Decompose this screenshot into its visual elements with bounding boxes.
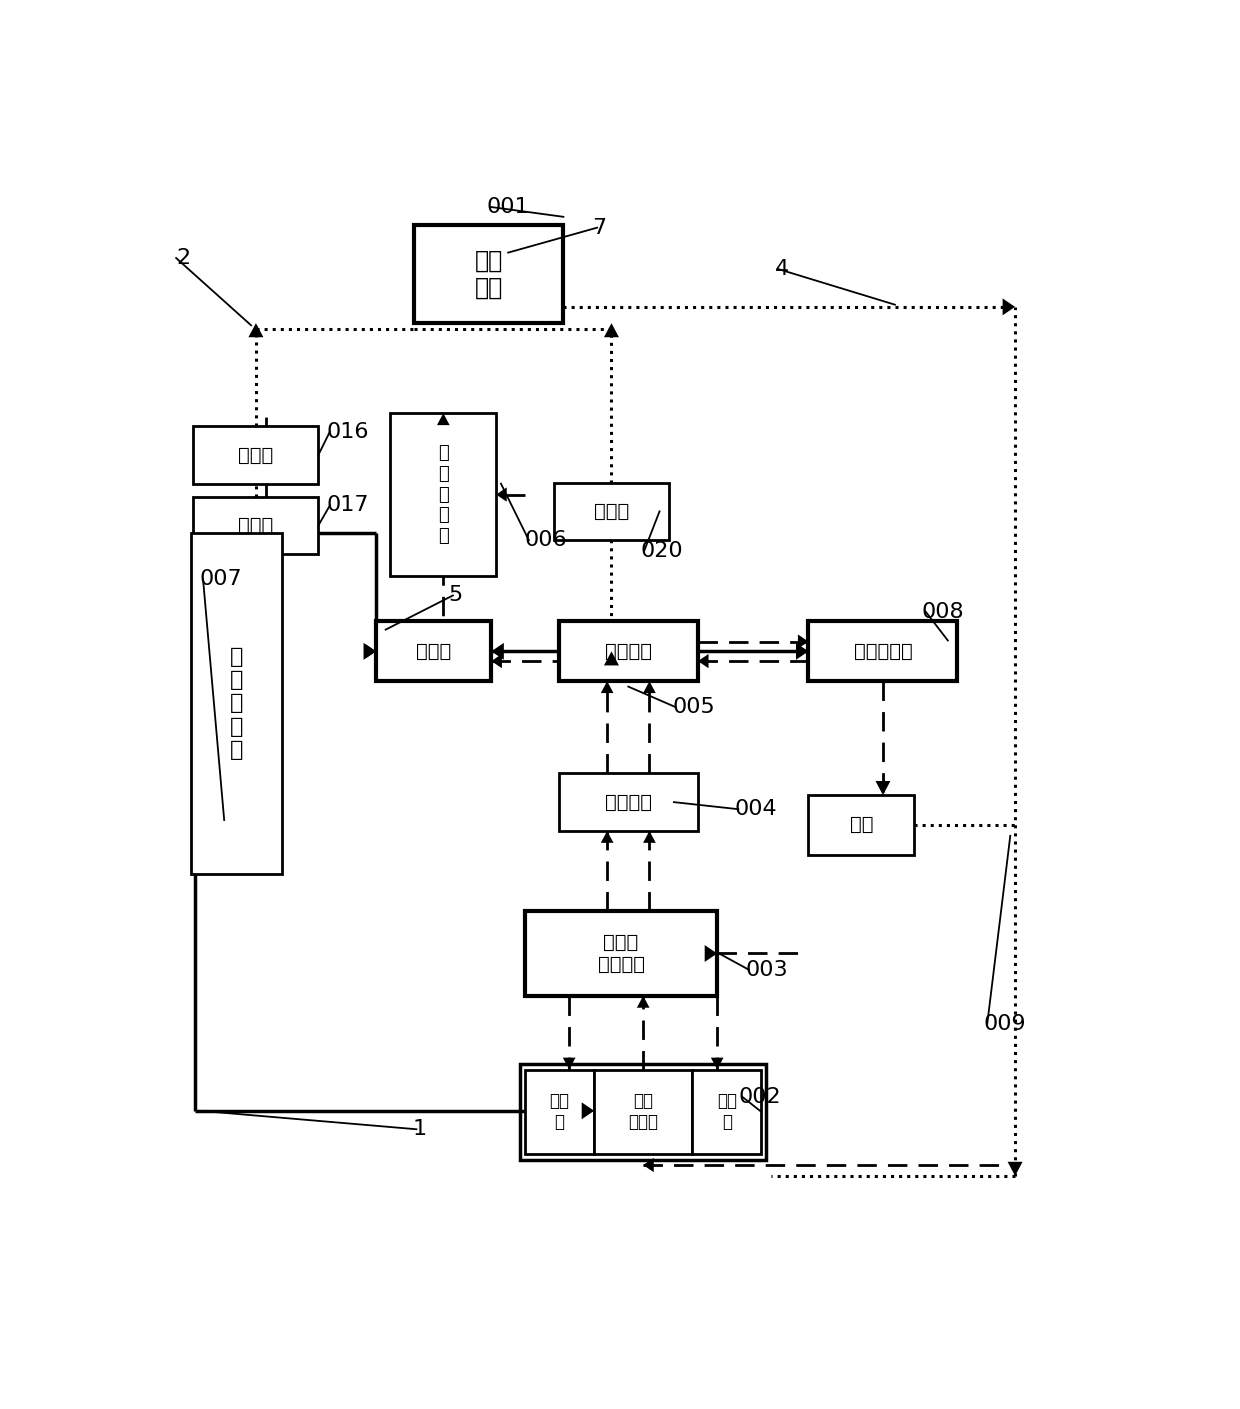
Text: 单向阀: 单向阀 <box>238 445 274 465</box>
FancyBboxPatch shape <box>376 621 491 681</box>
Text: 缸体水套: 缸体水套 <box>605 793 652 812</box>
Text: 暖风: 暖风 <box>849 816 873 834</box>
Polygon shape <box>563 1058 575 1069</box>
Text: 电子增压器: 电子增压器 <box>853 643 913 661</box>
FancyBboxPatch shape <box>558 621 698 681</box>
Polygon shape <box>366 644 376 658</box>
Text: 出水口: 出水口 <box>417 643 451 661</box>
FancyBboxPatch shape <box>414 225 563 323</box>
Text: 006: 006 <box>525 530 568 550</box>
Polygon shape <box>644 681 656 693</box>
Text: 002: 002 <box>738 1086 781 1106</box>
FancyBboxPatch shape <box>191 533 281 874</box>
Text: 020: 020 <box>640 541 683 561</box>
Polygon shape <box>1008 1162 1023 1177</box>
Text: 009: 009 <box>983 1014 1025 1034</box>
FancyBboxPatch shape <box>525 1069 594 1154</box>
Polygon shape <box>698 654 708 668</box>
Polygon shape <box>796 643 808 659</box>
Text: 节流阀: 节流阀 <box>594 502 629 521</box>
Text: 缸盖水套: 缸盖水套 <box>605 643 652 661</box>
Text: 机
油
冷
却
器: 机 油 冷 却 器 <box>438 444 449 545</box>
Text: 007: 007 <box>200 569 242 589</box>
Polygon shape <box>604 651 619 665</box>
Polygon shape <box>363 643 376 659</box>
Polygon shape <box>637 996 650 1007</box>
Polygon shape <box>797 634 808 648</box>
Polygon shape <box>875 781 890 795</box>
Polygon shape <box>248 323 263 337</box>
FancyBboxPatch shape <box>808 621 957 681</box>
FancyBboxPatch shape <box>558 774 698 831</box>
Text: 膨胀
水箱: 膨胀 水箱 <box>475 248 503 300</box>
Text: 016: 016 <box>326 421 368 441</box>
Polygon shape <box>644 1158 653 1172</box>
Polygon shape <box>582 1102 594 1119</box>
Text: 高
温
散
热
器: 高 温 散 热 器 <box>229 647 243 759</box>
Polygon shape <box>436 413 450 426</box>
Text: 005: 005 <box>672 697 714 717</box>
Polygon shape <box>644 831 656 843</box>
Polygon shape <box>496 488 507 502</box>
FancyBboxPatch shape <box>391 413 496 576</box>
Text: 副阀
门: 副阀 门 <box>717 1092 737 1131</box>
FancyBboxPatch shape <box>193 426 319 483</box>
FancyBboxPatch shape <box>525 912 717 996</box>
Polygon shape <box>711 1058 723 1069</box>
Polygon shape <box>491 643 503 659</box>
Text: 主阀
门: 主阀 门 <box>549 1092 569 1131</box>
FancyBboxPatch shape <box>808 795 914 855</box>
Text: 017: 017 <box>326 496 368 516</box>
Polygon shape <box>704 945 717 962</box>
FancyBboxPatch shape <box>692 1069 761 1154</box>
Text: 001: 001 <box>486 197 529 217</box>
FancyBboxPatch shape <box>554 483 670 540</box>
Text: 5: 5 <box>448 586 463 606</box>
Text: 节流阀: 节流阀 <box>238 516 274 535</box>
Text: 1: 1 <box>413 1119 427 1140</box>
Text: 003: 003 <box>745 960 787 979</box>
Text: 开关式
机械水泵: 开关式 机械水泵 <box>598 933 645 974</box>
Text: 7: 7 <box>593 217 606 238</box>
Polygon shape <box>491 654 502 668</box>
Polygon shape <box>604 323 619 337</box>
Text: 电子
节温器: 电子 节温器 <box>629 1092 658 1131</box>
Text: 008: 008 <box>921 602 965 621</box>
Text: 2: 2 <box>176 248 190 268</box>
FancyBboxPatch shape <box>521 1064 766 1160</box>
Text: 004: 004 <box>734 799 777 819</box>
Polygon shape <box>601 681 614 693</box>
FancyBboxPatch shape <box>594 1069 692 1154</box>
FancyBboxPatch shape <box>193 497 319 554</box>
Polygon shape <box>1003 299 1016 316</box>
Text: 4: 4 <box>775 259 789 279</box>
Polygon shape <box>601 831 614 843</box>
